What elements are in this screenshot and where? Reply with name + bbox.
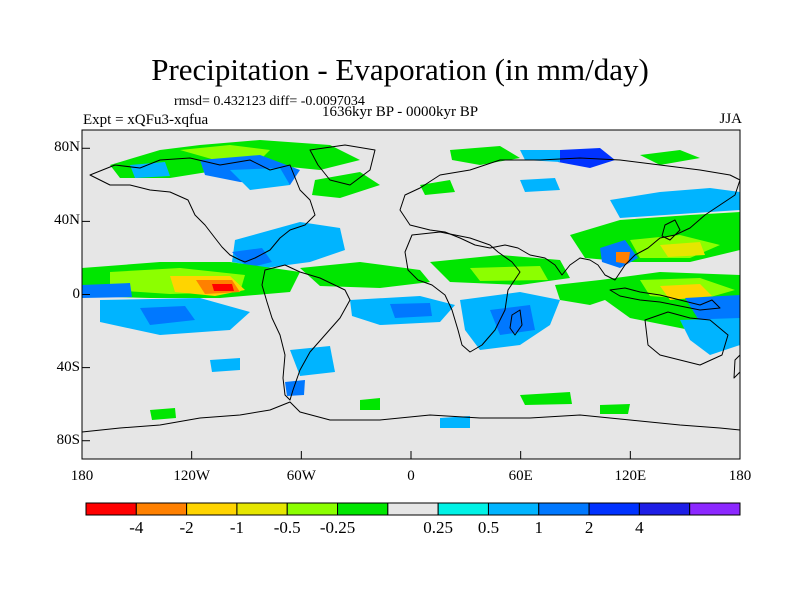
x-tick-label: 60E xyxy=(508,468,533,484)
field-green xyxy=(300,262,430,288)
x-tick-label: 0 xyxy=(407,468,415,484)
y-tick-label: 40S xyxy=(56,358,80,375)
colorbar-label: 0.5 xyxy=(477,518,500,537)
field-green xyxy=(420,180,455,195)
season-label: JJA xyxy=(719,111,742,127)
colorbar-box xyxy=(85,502,137,516)
colorbar-box xyxy=(487,502,540,516)
rmsd-diff-stats: rmsd= 0.432123 diff= -0.0097034 xyxy=(174,94,365,109)
field-lightblue xyxy=(130,162,170,178)
colorbar-box xyxy=(588,502,640,516)
field-blue xyxy=(232,248,272,268)
coast-indonesia xyxy=(609,287,721,311)
colorbar-box xyxy=(286,502,339,516)
field-orange xyxy=(616,252,630,264)
field-lightblue xyxy=(610,188,740,218)
coast-antarctica xyxy=(81,401,741,433)
period-label: 1636kyr BP - 0000kyr BP xyxy=(322,104,479,120)
colorbar-label: -4 xyxy=(129,518,144,537)
anomaly-fields xyxy=(82,140,740,428)
field-red xyxy=(212,284,234,291)
colorbar-box xyxy=(538,502,590,516)
coastlines xyxy=(81,144,741,433)
field-green xyxy=(360,398,380,410)
colorbar-label: 0.25 xyxy=(423,518,454,537)
y-tick-label: 80N xyxy=(54,139,80,156)
field-yellow xyxy=(660,284,712,300)
map-frame xyxy=(81,129,741,460)
x-tick-label: 180 xyxy=(728,468,752,484)
colorbar-label: -1 xyxy=(229,518,244,537)
field-blue xyxy=(82,283,132,298)
colorbar-label: 2 xyxy=(584,518,594,537)
x-tick-label: 60W xyxy=(286,468,316,484)
colorbar-label: 4 xyxy=(635,518,644,537)
colorbar-box xyxy=(387,502,439,516)
colorbar xyxy=(85,502,741,516)
colorbar-box xyxy=(689,502,741,516)
x-tick-label: 120E xyxy=(614,468,647,484)
colorbar-label: -2 xyxy=(179,518,194,537)
colorbar-label: -0.25 xyxy=(319,518,356,537)
colorbar-label: 1 xyxy=(534,518,544,537)
colorbar-label: -0.5 xyxy=(273,518,301,537)
colorbar-box xyxy=(135,502,188,516)
field-lightblue xyxy=(210,358,240,372)
coast-eurasia xyxy=(399,157,741,281)
field-blue xyxy=(285,380,305,396)
field-lightgreen xyxy=(470,266,548,281)
field-yellow xyxy=(660,242,705,257)
coast-australia xyxy=(644,311,729,366)
field-lightblue xyxy=(440,416,470,428)
coast-japan xyxy=(661,219,681,241)
map-title: Precipitation - Evaporation (in mm/day) xyxy=(151,52,649,87)
coast-south-america xyxy=(261,264,351,401)
colorbar-box xyxy=(186,502,238,516)
field-blue xyxy=(490,305,535,335)
field-lightblue xyxy=(520,178,560,192)
x-tick-label: 180 xyxy=(70,468,94,484)
field-blue xyxy=(140,306,195,325)
field-green xyxy=(600,404,630,414)
y-tick-label: 0 xyxy=(72,285,81,302)
field-green xyxy=(520,392,572,405)
y-tick-label: 40N xyxy=(54,212,80,229)
y-tick-label: 80S xyxy=(56,431,80,448)
field-blue xyxy=(390,303,432,318)
experiment-label: Expt = xQFu3-xqfua xyxy=(83,112,209,128)
field-green xyxy=(640,150,700,165)
colorbar-box xyxy=(437,502,489,516)
field-green xyxy=(150,408,176,420)
coast-africa xyxy=(404,231,521,353)
field-lightblue xyxy=(230,168,290,190)
colorbar-box xyxy=(638,502,691,516)
colorbar-box xyxy=(337,502,389,516)
coast-north-america xyxy=(89,157,316,263)
coast-madagascar xyxy=(509,309,523,336)
colorbar-box xyxy=(236,502,288,516)
x-tick-label: 120W xyxy=(173,468,210,484)
coast-greenland xyxy=(309,144,376,186)
